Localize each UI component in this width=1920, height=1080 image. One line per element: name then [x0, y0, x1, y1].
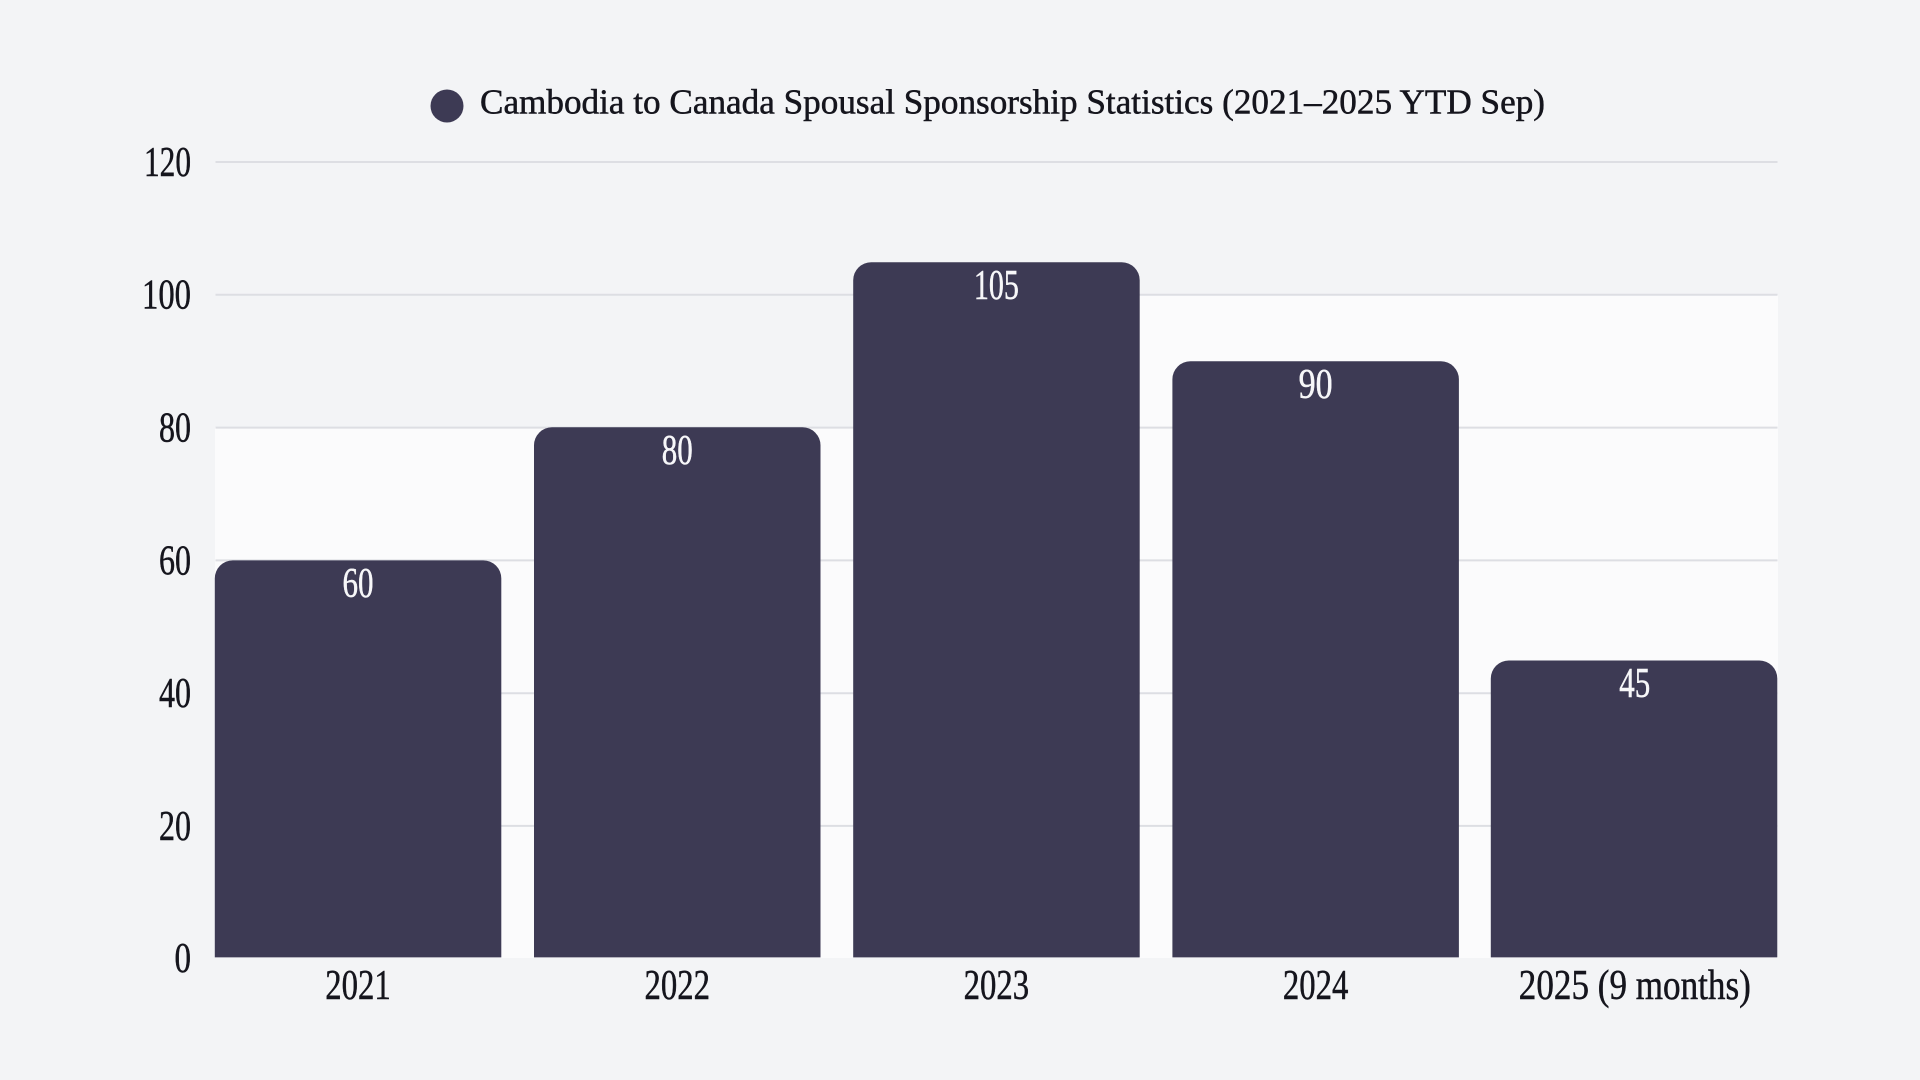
- svg-text:80: 80: [662, 428, 693, 474]
- svg-text:45: 45: [1619, 661, 1650, 707]
- svg-text:120: 120: [144, 140, 191, 186]
- svg-text:2023: 2023: [964, 963, 1030, 1009]
- svg-text:60: 60: [343, 561, 374, 607]
- svg-text:80: 80: [159, 406, 191, 452]
- svg-text:2022: 2022: [644, 963, 710, 1009]
- svg-text:90: 90: [1299, 362, 1333, 408]
- svg-text:20: 20: [159, 804, 191, 850]
- svg-text:40: 40: [159, 671, 191, 717]
- svg-text:2024: 2024: [1283, 963, 1349, 1009]
- svg-text:60: 60: [159, 538, 191, 584]
- svg-text:2021: 2021: [325, 963, 391, 1009]
- svg-text:Cambodia to Canada Spousal Spo: Cambodia to Canada Spousal Sponsorship S…: [480, 83, 1545, 122]
- svg-text:105: 105: [974, 263, 1019, 309]
- svg-text:100: 100: [142, 273, 191, 319]
- svg-text:0: 0: [175, 936, 192, 982]
- svg-text:2025 (9 months): 2025 (9 months): [1519, 963, 1751, 1009]
